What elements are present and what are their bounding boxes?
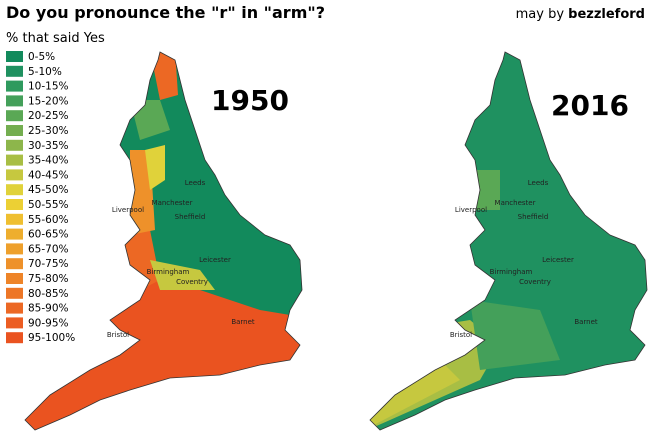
- legend-swatch: [6, 125, 23, 136]
- legend-swatch: [6, 139, 23, 151]
- city-label: Manchester: [495, 199, 536, 207]
- legend-label: 35-40%: [28, 155, 69, 167]
- legend-swatch: [6, 65, 23, 77]
- city-label: Leeds: [185, 179, 206, 187]
- legend-label: 0-5%: [28, 51, 55, 63]
- legend-swatch: [6, 228, 23, 240]
- legend-label: 45-50%: [28, 184, 69, 196]
- legend-swatch: [6, 95, 23, 107]
- city-label: Coventry: [176, 278, 208, 286]
- title: Do you pronounce the "r" in "arm"?: [6, 3, 325, 22]
- city-label: Liverpool: [112, 206, 144, 214]
- city-label: Manchester: [152, 199, 193, 207]
- legend-swatch: [6, 243, 23, 255]
- legend-swatch: [6, 213, 23, 225]
- legend-swatch: [6, 80, 23, 92]
- legend-label: 60-65%: [28, 229, 69, 241]
- credit-prefix: may by: [516, 7, 565, 22]
- city-label: Birmingham: [147, 268, 190, 276]
- city-label: Liverpool: [455, 206, 487, 214]
- legend-label: 5-10%: [28, 66, 62, 78]
- legend-label: 50-55%: [28, 199, 69, 211]
- city-label: Barnet: [231, 318, 255, 326]
- legend-label: 80-85%: [28, 288, 69, 300]
- legend-swatch: [6, 199, 23, 210]
- city-label: Bristol: [107, 331, 129, 339]
- legend-label: 95-100%: [28, 332, 75, 344]
- legend-swatch: [6, 154, 23, 166]
- city-label: Bristol: [450, 331, 472, 339]
- legend-swatch: [6, 258, 23, 270]
- legend: 0-5% 5-10% 10-15% 15-20% 20-25% 25-30% 30-35% 3…: [6, 51, 75, 344]
- legend-label: 65-70%: [28, 243, 69, 255]
- city-label: Leicester: [199, 256, 231, 264]
- legend-swatch: [6, 287, 23, 299]
- legend-swatch: [6, 302, 23, 314]
- legend-label: 55-60%: [28, 214, 69, 226]
- legend-label: 15-20%: [28, 95, 69, 107]
- legend-swatch: [6, 184, 23, 196]
- legend-swatch: [6, 317, 23, 329]
- city-label: Leicester: [542, 256, 574, 264]
- legend-label: 40-45%: [28, 169, 69, 181]
- legend-label: 25-30%: [28, 125, 69, 137]
- city-label: Leeds: [528, 179, 549, 187]
- legend-swatch: [6, 332, 23, 344]
- legend-title: % that said Yes: [6, 31, 105, 46]
- city-label: Barnet: [574, 318, 598, 326]
- legend-swatch: [6, 273, 23, 284]
- city-label: Sheffield: [175, 213, 206, 221]
- legend-swatch: [6, 169, 23, 181]
- city-label: Sheffield: [518, 213, 549, 221]
- city-labels: Leeds Manchester Liverpool Sheffield Leicest…: [107, 179, 598, 339]
- legend-label: 70-75%: [28, 258, 69, 270]
- city-label: Birmingham: [490, 268, 533, 276]
- credit: may by bezzleford: [516, 7, 645, 22]
- legend-label: 20-25%: [28, 110, 69, 122]
- legend-label: 30-35%: [28, 140, 69, 152]
- legend-label: 10-15%: [28, 81, 69, 93]
- map-year: 2016: [551, 89, 629, 122]
- legend-label: 90-95%: [28, 317, 69, 329]
- legend-label: 75-80%: [28, 273, 69, 285]
- legend-swatch: [6, 51, 23, 62]
- map-year: 1950: [211, 84, 289, 117]
- city-label: Coventry: [519, 278, 551, 286]
- legend-label: 85-90%: [28, 303, 69, 315]
- credit-author: bezzleford: [568, 7, 645, 22]
- legend-swatch: [6, 110, 23, 122]
